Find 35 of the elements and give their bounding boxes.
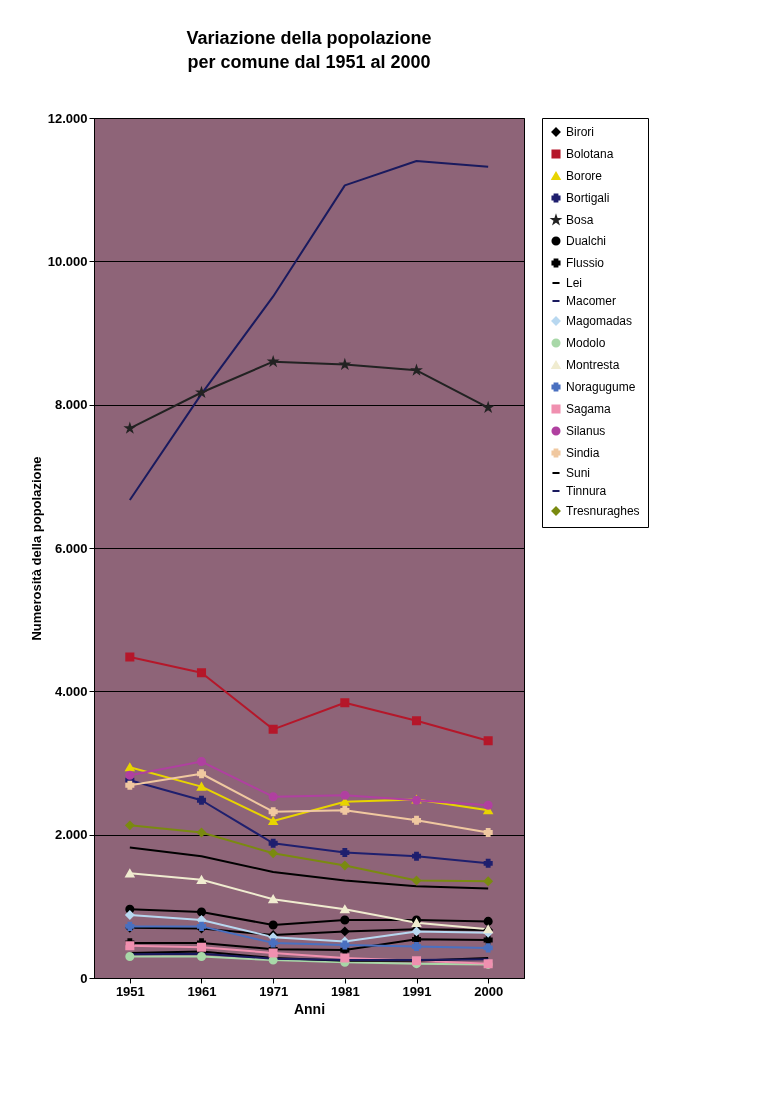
legend-label: Tinnura: [566, 484, 607, 498]
chart-title: Variazione della popolazione per comune dal 1951 al 2000: [186, 28, 432, 72]
legend-label: Macomer: [566, 294, 617, 308]
y-tick-label: 6.000: [54, 540, 88, 556]
legend-label: Suni: [566, 466, 591, 480]
x-tick-label: 1991: [402, 983, 432, 999]
y-tick-label: 8.000: [54, 397, 88, 413]
x-tick-label: 1971: [259, 983, 289, 999]
legend-label: Tresnuraghes: [566, 504, 640, 518]
legend-label: Sagama: [566, 402, 612, 416]
legend-label: Dualchi: [566, 234, 607, 248]
legend-label: Bortigali: [566, 191, 610, 205]
x-tick-label: 2000: [474, 983, 504, 999]
y-tick-label: 4.000: [54, 683, 88, 699]
x-tick-label: 1961: [187, 983, 217, 999]
legend-label: Silanus: [566, 424, 606, 438]
legend-label: Bosa: [566, 213, 594, 227]
legend-label: Borore: [566, 169, 603, 183]
legend-label: Lei: [566, 276, 583, 290]
legend-label: Birori: [566, 125, 595, 139]
x-tick-label: 1981: [330, 983, 360, 999]
y-tick-label: 12.000: [47, 110, 88, 126]
legend-label: Montresta: [566, 358, 620, 372]
y-axis-title: Numerosità della popolazione: [28, 456, 44, 641]
y-tick-label: 2.000: [54, 827, 88, 843]
x-tick-label: 1951: [115, 983, 145, 999]
y-tick-label: 0: [80, 970, 88, 986]
legend-label: Flussio: [566, 256, 605, 270]
x-axis-title: Anni: [293, 1000, 326, 1017]
legend-label: Bolotana: [566, 147, 614, 161]
legend-label: Magomadas: [566, 314, 633, 328]
y-tick-label: 10.000: [47, 253, 88, 269]
legend-label: Noragugume: [566, 380, 636, 394]
legend-label: Modolo: [566, 336, 606, 350]
legend-label: Sindia: [566, 446, 600, 460]
